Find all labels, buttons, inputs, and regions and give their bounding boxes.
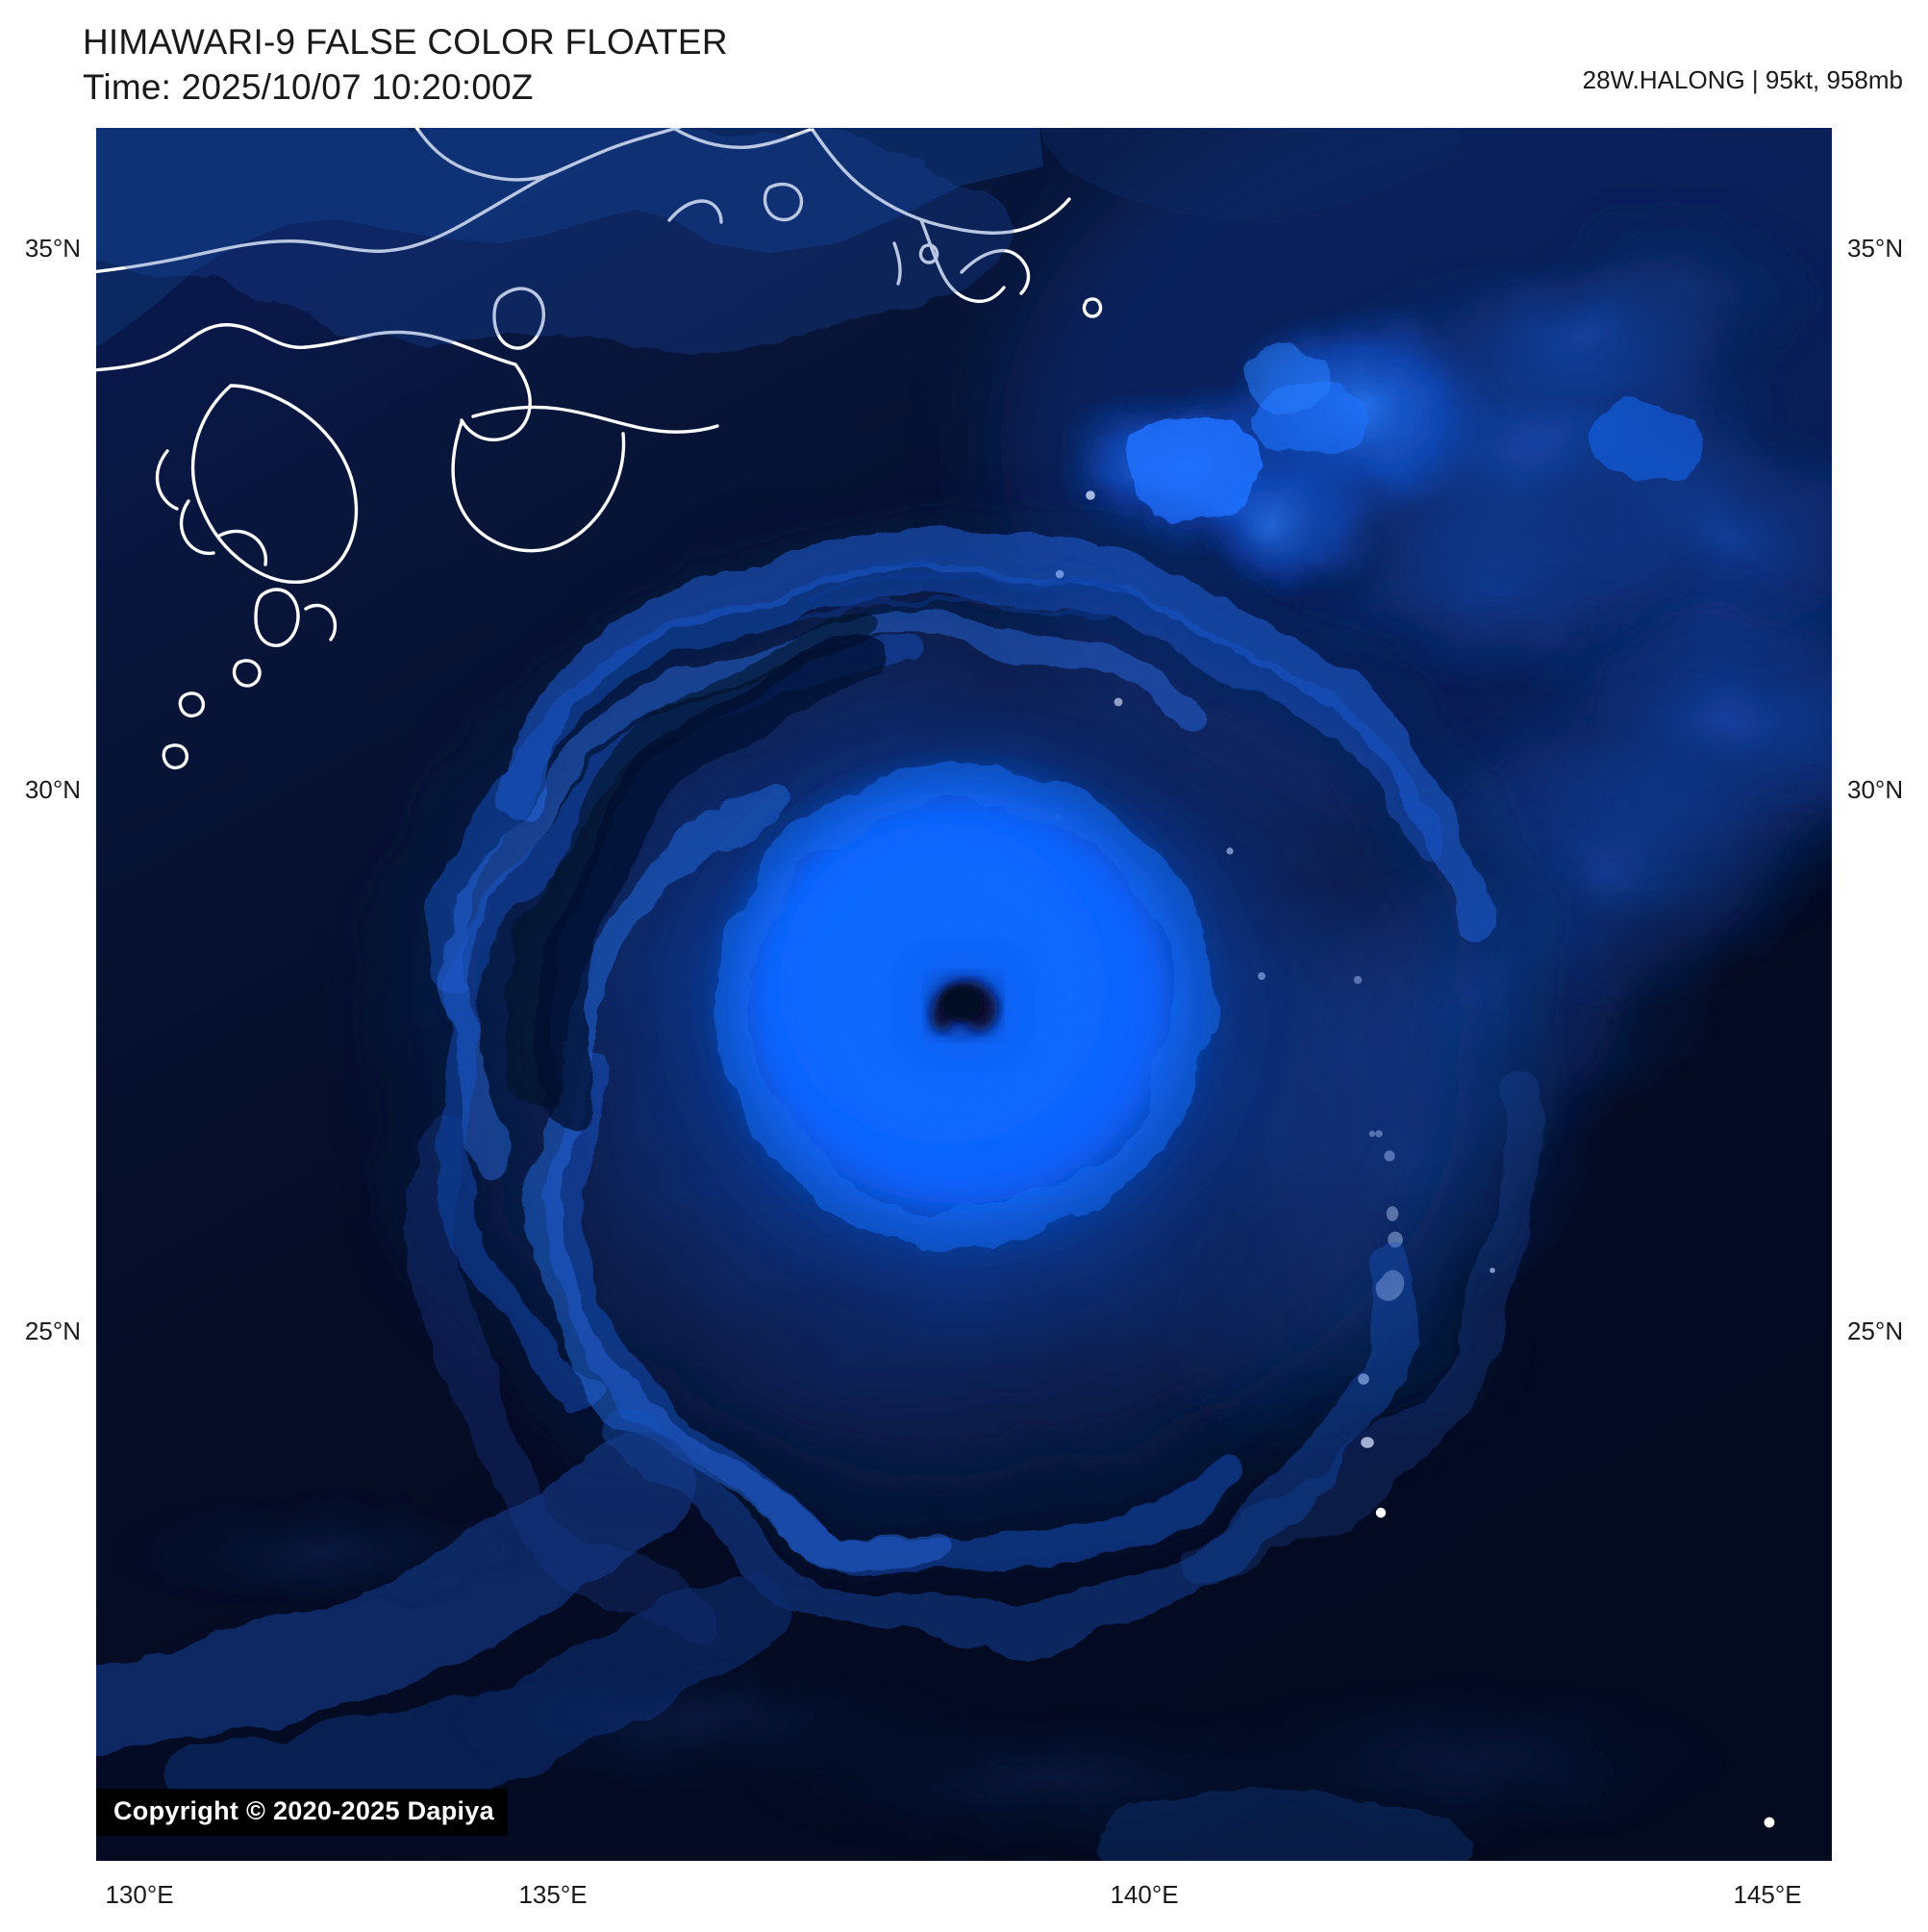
storm-eye — [904, 950, 1023, 1062]
copyright-banner: Copyright © 2020-2025 Dapiya — [96, 1789, 508, 1836]
page-title: HIMAWARI-9 FALSE COLOR FLOATER — [83, 22, 728, 62]
lat-label-right-25: 25°N — [1847, 1317, 1904, 1345]
lat-label-left-35: 35°N — [24, 234, 81, 263]
lat-label-left-25: 25°N — [24, 1317, 81, 1345]
lon-label-140: 140°E — [1110, 1880, 1179, 1909]
storm-info-label: 28W.HALONG | 95kt, 958mb — [1582, 65, 1903, 94]
lat-label-right-35: 35°N — [1847, 234, 1904, 263]
storm-dark-moat — [494, 613, 875, 1137]
cloud-streaks-south — [106, 1493, 1731, 1861]
lon-label-135: 135°E — [518, 1880, 588, 1909]
lon-label-130: 130°E — [105, 1880, 174, 1909]
header: HIMAWARI-9 FALSE COLOR FLOATER Time: 202… — [0, 0, 1928, 128]
storm-eyewall — [714, 764, 1214, 1248]
lat-label-left-30: 30°N — [24, 775, 81, 804]
copyright-text: Copyright © 2020-2025 Dapiya — [113, 1796, 494, 1825]
lon-label-145: 145°E — [1733, 1880, 1802, 1909]
title-block: HIMAWARI-9 FALSE COLOR FLOATER Time: 202… — [83, 19, 728, 111]
satellite-image-panel[interactable]: Copyright © 2020-2025 Dapiya — [96, 128, 1832, 1861]
cirrus-shear-lines — [784, 555, 1145, 631]
satellite-imagery — [96, 128, 1832, 1861]
lat-label-right-30: 30°N — [1847, 775, 1904, 804]
cirrus-veil-northwest — [96, 128, 1000, 349]
timestamp-label: Time: 2025/10/07 10:20:00Z — [83, 67, 534, 108]
